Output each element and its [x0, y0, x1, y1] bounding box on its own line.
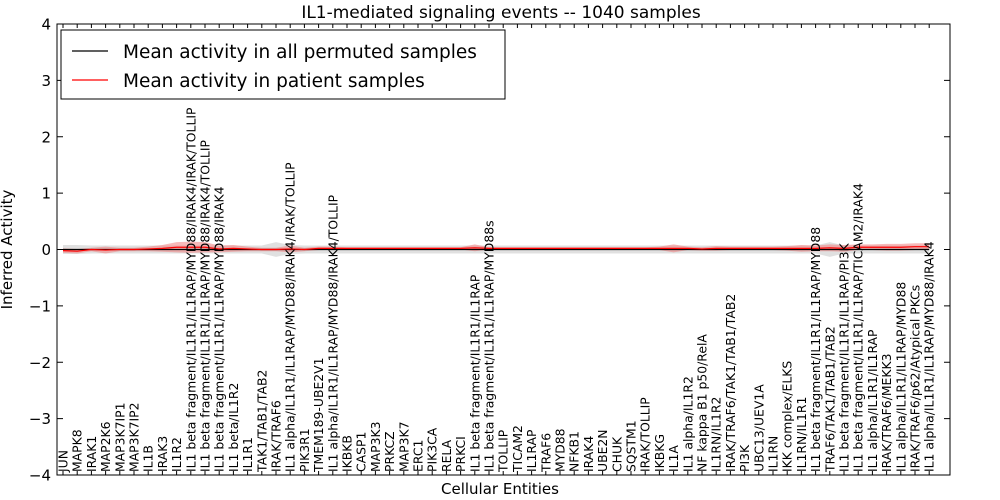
x-category-label: IL1R1 [240, 437, 255, 472]
y-tick-label: 4 [41, 16, 51, 34]
x-category-label: SQSTM1 [624, 420, 639, 472]
x-category-label: TMEM189-UBE2V1 [311, 357, 326, 473]
x-category-label: MAP3K7IP2 [127, 402, 142, 472]
x-category-label: IL1 alpha/IL1R1/IL1RAP/MYD88/IRAK4/IRAK/… [283, 162, 298, 472]
patient-line [62, 246, 930, 252]
x-category-label: MAP2K6 [98, 421, 113, 472]
y-tick-label: 1 [41, 185, 51, 203]
x-category-label: TRAF6 [538, 433, 553, 473]
ticks-layer [57, 24, 950, 475]
legend-box [60, 29, 506, 100]
x-category-label: IL1 beta fragment/IL1R1/IL1RAP/MYD88/IRA… [198, 140, 213, 472]
x-category-label: IL1 beta fragment/IL1R1/IL1RAP/PI3K [837, 242, 852, 472]
x-category-label: IRAK/TRAF6 [269, 400, 284, 472]
legend-label-permuted: Mean activity in all permuted samples [123, 42, 477, 63]
x-category-label: IKBKG [652, 434, 667, 472]
x-category-label: IL1 alpha/IL1R1/IL1RAP/MYD88 [893, 282, 908, 472]
x-category-label: UBE2N [595, 429, 610, 472]
y-tick-label: −2 [29, 354, 51, 372]
y-tick-label: 2 [41, 128, 51, 146]
x-category-label: PIK3R1 [297, 428, 312, 472]
y-tick-label: −3 [29, 410, 51, 428]
y-tick-label: −4 [29, 467, 51, 485]
x-category-label: IL1 alpha/IL1R2 [680, 376, 695, 472]
x-category-label: NFKB1 [567, 431, 582, 472]
x-category-label: MAP3K7IP1 [112, 402, 127, 472]
patient-band [63, 241, 930, 254]
x-category-label: ERC1 [411, 440, 426, 472]
x-category-label: JUN [56, 450, 71, 473]
x-category-label: IL1RN/IL1R1 [794, 397, 809, 472]
x-category-label: TAK1/TAB1/TAB2 [254, 370, 269, 473]
x-category-label: RELA [439, 439, 454, 472]
y-tick-labels: 4 3 2 1 0 −1 −2 −3 −4 [29, 16, 51, 485]
x-category-label: PIK3CA [425, 427, 440, 472]
x-category-label: IRAK/TRAF6/TAK1/TAB1/TAB2 [723, 294, 738, 472]
x-category-label: CHUK [609, 436, 624, 472]
x-category-label: IL1 beta fragment/IL1R1/IL1RAP/MYD88/IRA… [212, 186, 227, 472]
x-category-label: TICAM2 [510, 425, 525, 473]
x-category-label: MAPK8 [70, 429, 85, 472]
x-category-label: IKBKB [340, 435, 355, 472]
x-category-label: IRAK3 [155, 436, 170, 472]
x-category-label: MAP3K3 [368, 421, 383, 472]
x-category-label: IL1 alpha/IL1R1/IL1RAP/MYD88/IRAK4/TOLLI… [325, 194, 340, 472]
x-category-label: TOLLIP [496, 429, 511, 473]
x-category-label: IL1 beta fragment/IL1R1/IL1RAP/MYD88s [482, 220, 497, 472]
x-category-label: IRAK/TOLLIP [638, 397, 653, 472]
x-category-label: IL1 beta fragment/IL1R1/IL1RAP/MYD88/IRA… [183, 107, 198, 472]
x-category-label: CASP1 [354, 432, 369, 472]
legend-label-patient: Mean activity in patient samples [123, 71, 425, 92]
x-category-label: IL1 beta/IL1R2 [226, 383, 241, 472]
x-category-label: PI3K [737, 444, 752, 472]
x-category-label: IRAK/TRAF6/MEKK3 [879, 353, 894, 472]
x-category-label: IL1 alpha/IL1R1/IL1RAP [865, 329, 880, 472]
y-tick-label: 3 [41, 72, 51, 90]
y-tick-label: 0 [41, 241, 51, 259]
x-category-label: IRAK4 [581, 436, 596, 472]
x-category-label: IRAK/TRAF6/p62/Atypical PKCs [908, 285, 923, 472]
x-category-label: IL1B [141, 445, 156, 472]
x-category-label: TRAF6/TAK1/TAB1/TAB2 [822, 326, 837, 473]
x-category-label: IL1 beta fragment/IL1R1/IL1RAP/MYD88 [808, 227, 823, 472]
x-axis-label: Cellular Entities [441, 480, 559, 498]
x-category-label: UBC13/UEV1A [751, 384, 766, 472]
x-category-label: IL1RN/IL1R2 [709, 397, 724, 472]
x-tick-labels: JUN MAPK8 IRAK1 MAP2K6 MAP3K7IP1 MAP3K7IP2 IL1… [56, 107, 937, 473]
lines-layer [62, 246, 930, 252]
x-category-label: IL1 alpha/IL1R1/IL1RAP/MYD88/IRAK4 [922, 241, 937, 472]
x-category-label: MYD88 [553, 428, 568, 472]
y-tick-label: −1 [29, 297, 51, 315]
x-category-label: NF kappa B1 p50/RelA [695, 334, 710, 472]
x-category-label: PRKCZ [382, 431, 397, 472]
x-category-label: IL1 beta fragment/IL1R1/IL1RAP [467, 274, 482, 472]
x-category-label: PRKCI [453, 436, 468, 472]
chart-title: IL1-mediated signaling events -- 1040 sa… [301, 3, 701, 23]
x-category-label: IL1A [666, 445, 681, 472]
x-category-label: IL1 beta fragment/IL1R1/IL1RAP/TICAM2/IR… [851, 183, 866, 472]
x-category-label: IKK complex/ELKS [780, 361, 795, 472]
x-category-label: MAP3K7 [396, 421, 411, 472]
x-category-label: IL1R2 [169, 437, 184, 472]
y-axis-label: Inferred Activity [0, 189, 16, 309]
legend: Mean activity in all permuted samples Me… [60, 29, 506, 100]
x-category-label: IL1RN [766, 436, 781, 472]
x-category-label: IL1RAP [524, 429, 539, 472]
plot-frame [56, 23, 951, 476]
x-category-label: IRAK1 [84, 436, 99, 472]
